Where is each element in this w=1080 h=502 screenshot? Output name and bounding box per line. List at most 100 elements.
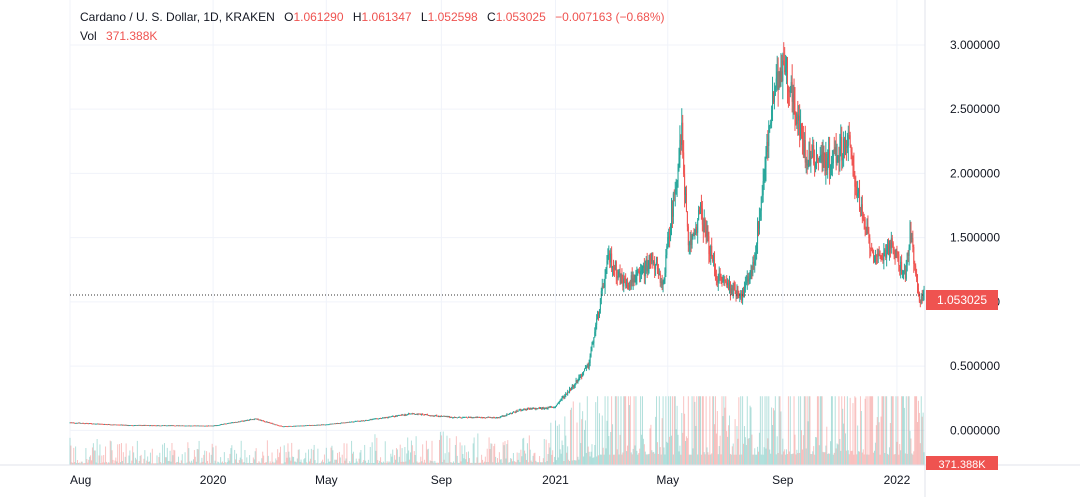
candle-body — [865, 228, 867, 230]
volume-bar — [586, 396, 588, 465]
candle-body — [505, 415, 507, 417]
candle-body — [912, 238, 914, 248]
volume-bar — [298, 449, 300, 465]
candle-body — [592, 343, 594, 344]
candle-body — [296, 425, 298, 427]
candle-body — [119, 424, 121, 426]
candle-body — [453, 417, 455, 419]
volume-bar — [483, 461, 485, 465]
candle-body — [285, 426, 287, 428]
candle-body — [656, 264, 658, 266]
candle-body — [189, 425, 191, 427]
volume-bar — [275, 458, 277, 465]
volume-bar — [738, 397, 740, 465]
volume-bar — [909, 430, 911, 465]
volume-bar — [88, 459, 90, 465]
candle-body — [840, 136, 842, 149]
volume-bar — [809, 396, 811, 465]
candle-body — [453, 417, 455, 419]
candle-body — [210, 425, 212, 427]
candle-body — [157, 425, 159, 427]
volume-bar — [515, 462, 517, 465]
candle-body — [200, 425, 202, 427]
candle-body — [573, 385, 575, 388]
volume-bar — [352, 451, 354, 465]
candle-body — [83, 423, 85, 425]
candle-body — [775, 78, 777, 88]
candle-body — [146, 425, 148, 426]
candle-body — [386, 417, 388, 418]
volume-bar — [442, 431, 444, 465]
volume-bar — [385, 462, 387, 465]
volume-bar — [315, 463, 317, 465]
volume-bar — [165, 457, 167, 465]
volume-bar — [858, 451, 860, 465]
volume-bar — [447, 462, 449, 465]
volume-bar — [781, 454, 783, 465]
volume-bar — [250, 462, 252, 465]
high-label: H — [352, 10, 362, 24]
candle-body — [500, 416, 502, 418]
volume-bar — [825, 445, 827, 465]
volume-bar — [889, 423, 891, 465]
candle-body — [308, 425, 310, 426]
volume-bar — [772, 425, 774, 465]
volume-bar — [76, 460, 78, 465]
candle-body — [780, 71, 782, 87]
candle-body — [637, 270, 639, 272]
volume-bars — [69, 396, 926, 465]
volume-bar — [398, 456, 400, 465]
volume-bar — [397, 462, 399, 465]
volume-bar — [286, 457, 288, 465]
volume-bar — [603, 454, 605, 465]
candle-body — [899, 265, 901, 271]
volume-bar — [304, 458, 306, 465]
candle-body — [391, 416, 393, 417]
volume-bar — [237, 463, 239, 465]
candle-body — [444, 416, 446, 418]
candle-body — [78, 422, 80, 424]
volume-bar — [349, 461, 351, 465]
candle-body — [833, 150, 835, 152]
volume-bar — [77, 462, 79, 465]
candle-body — [395, 415, 397, 417]
x-tick-label: 2020 — [200, 473, 227, 487]
candle-body — [400, 415, 402, 416]
candle-body — [140, 425, 142, 426]
volume-bar — [881, 396, 883, 465]
volume-bar — [120, 462, 122, 465]
candle-body — [818, 159, 820, 161]
candle-body — [522, 410, 524, 411]
candle-body — [858, 189, 860, 194]
candle-body — [760, 196, 762, 211]
volume-bar — [264, 462, 266, 465]
volume-bar — [312, 449, 314, 465]
candle-body — [564, 395, 566, 398]
volume-bar — [253, 459, 255, 465]
candle-body — [782, 60, 784, 82]
candle-body — [424, 414, 426, 416]
candle-body — [863, 219, 865, 220]
candle-body — [469, 417, 471, 419]
candle-body — [241, 420, 243, 422]
volume-bar — [740, 396, 742, 465]
volume-bar — [844, 396, 846, 465]
candle-body — [845, 141, 847, 148]
candle-body — [408, 413, 410, 415]
volume-bar — [161, 463, 163, 465]
candle-body — [416, 414, 418, 415]
candle-body — [680, 139, 682, 145]
volume-bar — [598, 413, 600, 465]
volume-bar — [283, 445, 285, 465]
candle-body — [249, 419, 251, 421]
volume-bar — [619, 434, 621, 465]
candle-body — [640, 270, 642, 275]
volume-bar — [244, 449, 246, 465]
candle-body — [71, 422, 73, 424]
candle-body — [798, 115, 800, 121]
volume-bar — [477, 433, 479, 465]
candle-body — [555, 404, 557, 407]
volume-bar — [922, 412, 924, 465]
